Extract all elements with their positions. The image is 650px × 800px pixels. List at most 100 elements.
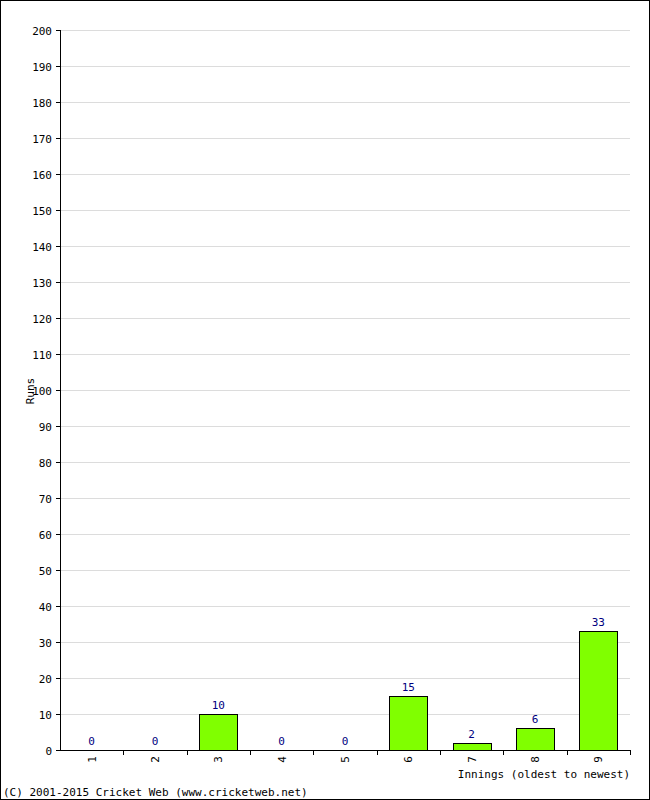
y-tick-label: 70 xyxy=(39,493,52,506)
y-tick-label: 40 xyxy=(39,601,52,614)
y-tick-label: 190 xyxy=(32,61,52,74)
y-tick-label: 0 xyxy=(45,745,52,758)
chart-container: 0102030405060708090100110120130140150160… xyxy=(0,0,650,800)
y-tick-label: 200 xyxy=(32,25,52,38)
data-label: 2 xyxy=(468,728,475,741)
grid-line xyxy=(60,750,630,751)
grid-line xyxy=(60,498,630,499)
y-tick xyxy=(56,174,60,175)
y-tick-label: 140 xyxy=(32,241,52,254)
y-tick-label: 50 xyxy=(39,565,52,578)
bar xyxy=(390,697,428,751)
y-tick xyxy=(56,570,60,571)
x-separator xyxy=(377,750,378,755)
grid-line xyxy=(60,390,630,391)
x-tick-label: 3 xyxy=(212,756,225,763)
grid-line xyxy=(60,606,630,607)
data-label: 6 xyxy=(532,713,539,726)
y-tick xyxy=(56,318,60,319)
x-separator xyxy=(567,750,568,755)
x-separator xyxy=(313,750,314,755)
y-tick xyxy=(56,498,60,499)
y-tick xyxy=(56,750,60,751)
grid-line xyxy=(60,570,630,571)
x-separator xyxy=(187,750,188,755)
x-axis xyxy=(60,750,630,751)
x-tick-label: 7 xyxy=(466,756,479,763)
y-axis xyxy=(60,30,61,750)
y-tick xyxy=(56,138,60,139)
y-tick-label: 180 xyxy=(32,97,52,110)
y-tick xyxy=(56,678,60,679)
grid-line xyxy=(60,66,630,67)
y-tick-label: 60 xyxy=(39,529,52,542)
grid-line xyxy=(60,210,630,211)
y-tick xyxy=(56,462,60,463)
grid-line xyxy=(60,678,630,679)
y-tick xyxy=(56,390,60,391)
y-tick-label: 120 xyxy=(32,313,52,326)
y-tick xyxy=(56,606,60,607)
x-separator xyxy=(250,750,251,755)
data-label: 0 xyxy=(342,735,349,748)
y-tick-label: 10 xyxy=(39,709,52,722)
y-tick xyxy=(56,534,60,535)
data-label: 0 xyxy=(152,735,159,748)
x-tick-label: 9 xyxy=(592,756,605,763)
grid-line xyxy=(60,246,630,247)
chart-svg: 0102030405060708090100110120130140150160… xyxy=(0,0,650,800)
bar xyxy=(200,715,238,751)
y-tick-label: 130 xyxy=(32,277,52,290)
grid-line xyxy=(60,462,630,463)
grid-line xyxy=(60,102,630,103)
x-tick-label: 1 xyxy=(86,756,99,763)
y-tick-label: 20 xyxy=(39,673,52,686)
y-tick xyxy=(56,426,60,427)
data-label: 0 xyxy=(88,735,95,748)
y-tick xyxy=(56,210,60,211)
y-tick xyxy=(56,282,60,283)
data-label: 33 xyxy=(592,616,605,629)
x-separator xyxy=(503,750,504,755)
x-separator xyxy=(440,750,441,755)
x-tick-label: 5 xyxy=(339,756,352,763)
y-tick-label: 30 xyxy=(39,637,52,650)
x-axis-title: Innings (oldest to newest) xyxy=(458,768,630,781)
y-tick-label: 160 xyxy=(32,169,52,182)
x-separator xyxy=(630,750,631,755)
y-tick xyxy=(56,354,60,355)
y-tick xyxy=(56,66,60,67)
bars xyxy=(200,632,618,751)
outer-border xyxy=(1,1,650,800)
grid-line xyxy=(60,426,630,427)
x-tick-label: 2 xyxy=(149,756,162,763)
grid-line xyxy=(60,282,630,283)
y-tick-label: 90 xyxy=(39,421,52,434)
grid-line xyxy=(60,318,630,319)
grid-line xyxy=(60,138,630,139)
y-tick xyxy=(56,642,60,643)
y-tick xyxy=(56,30,60,31)
y-tick-label: 110 xyxy=(32,349,52,362)
y-tick xyxy=(56,102,60,103)
y-tick-label: 80 xyxy=(39,457,52,470)
grid-line xyxy=(60,30,630,31)
grid-line xyxy=(60,534,630,535)
data-label: 10 xyxy=(212,699,225,712)
bar xyxy=(454,744,492,751)
x-separator xyxy=(123,750,124,755)
data-label: 15 xyxy=(402,681,415,694)
grid-line xyxy=(60,714,630,715)
x-tick-label: 8 xyxy=(529,756,542,763)
bar xyxy=(517,729,555,751)
y-tick-label: 150 xyxy=(32,205,52,218)
grid-line xyxy=(60,642,630,643)
y-tick-label: 170 xyxy=(32,133,52,146)
bar xyxy=(580,632,618,751)
grid-line xyxy=(60,174,630,175)
x-tick-label: 4 xyxy=(276,756,289,763)
y-axis-title: Runs xyxy=(24,378,37,405)
data-label: 0 xyxy=(278,735,285,748)
grid-line xyxy=(60,354,630,355)
y-tick xyxy=(56,714,60,715)
